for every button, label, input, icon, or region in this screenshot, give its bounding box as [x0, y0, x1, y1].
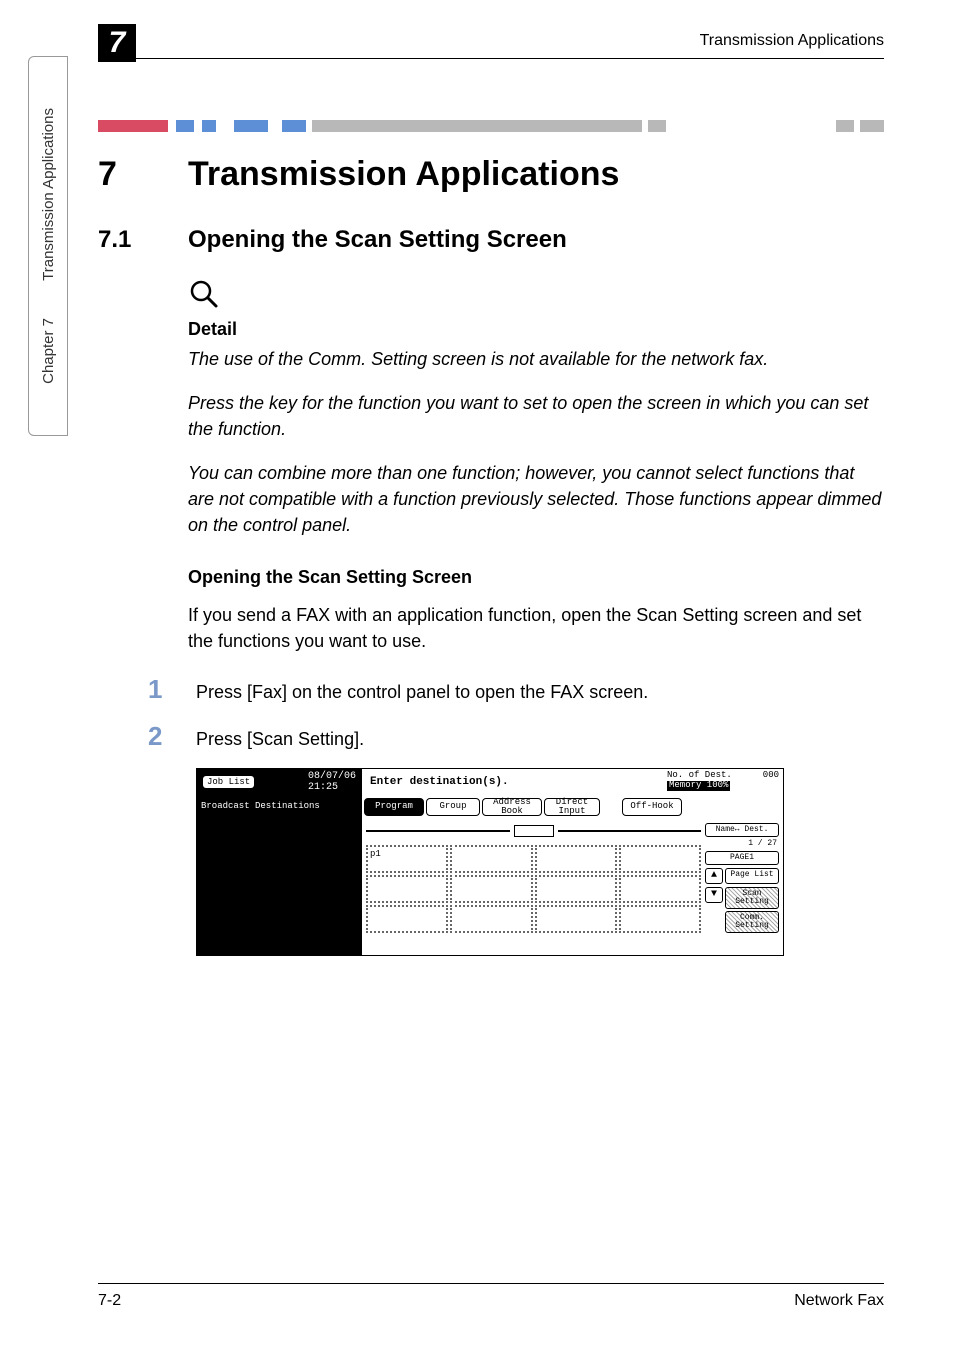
detail-label: Detail — [188, 319, 884, 340]
detail-para-1: The use of the Comm. Setting screen is n… — [188, 346, 884, 372]
footer-page-number: 7-2 — [98, 1292, 121, 1310]
lcd-broadcast-label: Broadcast Destinations — [197, 795, 362, 819]
lcd-tabs: Program Group Address Book Direct Input … — [362, 796, 783, 818]
header-rule — [98, 58, 884, 59]
lcd-search-row — [366, 823, 701, 839]
lcd-screenshot: Job List 08/07/06 21:25 Enter destinatio… — [196, 768, 884, 956]
lcd-cell[interactable] — [450, 905, 532, 933]
chapter-badge: 7 — [98, 24, 136, 62]
heading-3: Opening the Scan Setting Screen — [188, 567, 884, 588]
h2-number: 7.1 — [98, 226, 188, 254]
page-list-button[interactable]: Page List — [725, 868, 779, 884]
side-tab: Transmission Applications Chapter 7 — [28, 56, 68, 436]
footer: 7-2 Network Fax — [98, 1284, 884, 1310]
lcd-date: 08/07/06 — [308, 771, 356, 782]
lcd-cell[interactable] — [535, 905, 617, 933]
lcd-dest-count: 000 — [763, 771, 779, 781]
running-header: Transmission Applications — [700, 32, 884, 50]
lcd-search-box[interactable] — [514, 825, 554, 837]
arrow-up-icon[interactable]: ▲ — [705, 868, 723, 884]
tab-direct-input[interactable]: Direct Input — [544, 798, 600, 816]
lcd-cell[interactable] — [535, 845, 617, 873]
lcd-memory: Memory 100% — [667, 781, 730, 791]
decorative-bar — [98, 120, 884, 132]
lcd-cell[interactable] — [535, 875, 617, 903]
tab-program[interactable]: Program — [364, 798, 424, 816]
lcd-cell[interactable] — [619, 875, 701, 903]
lcd-status: No. of Dest. 000 Memory 100% — [663, 769, 783, 795]
lcd-time: 21:25 — [308, 782, 356, 793]
step-2: 2 Press [Scan Setting]. — [148, 721, 884, 752]
body-paragraph: If you send a FAX with an application fu… — [188, 602, 884, 654]
h1-number: 7 — [98, 155, 188, 194]
lcd-row-2: Broadcast Destinations Program Group Add… — [197, 795, 783, 819]
lcd-enter-dest: Enter destination(s). — [362, 769, 663, 795]
content-area: 7 Transmission Applications 7.1 Opening … — [98, 155, 884, 956]
arrow-down-row: ▼ Scan Setting Comm. Setting — [705, 887, 779, 933]
page-indicator: 1 / 27 — [705, 840, 779, 848]
side-tab-title: Transmission Applications — [40, 108, 57, 281]
lcd-left-panel — [197, 819, 362, 955]
lcd-cell[interactable] — [619, 905, 701, 933]
arrow-down-icon[interactable]: ▼ — [705, 887, 723, 903]
lcd-cell-p1[interactable]: p1 — [366, 845, 448, 873]
detail-para-3: You can combine more than one function; … — [188, 460, 884, 538]
step-2-number: 2 — [148, 721, 196, 752]
step-2-text: Press [Scan Setting]. — [196, 729, 364, 750]
heading-2: 7.1 Opening the Scan Setting Screen — [98, 226, 884, 254]
tab-address-book[interactable]: Address Book — [482, 798, 542, 816]
side-tab-chapter: Chapter 7 — [40, 318, 57, 384]
step-1-number: 1 — [148, 674, 196, 705]
lcd-search-bar-left — [366, 830, 510, 832]
lcd-grid-row-2 — [366, 875, 701, 903]
h1-text: Transmission Applications — [188, 155, 619, 194]
lcd-cell[interactable] — [366, 905, 448, 933]
footer-doc-title: Network Fax — [794, 1292, 884, 1310]
detail-para-2: Press the key for the function you want … — [188, 390, 884, 442]
lcd-search-bar-right — [558, 830, 702, 832]
tab-off-hook[interactable]: Off-Hook — [622, 798, 682, 816]
lcd-cell[interactable] — [450, 845, 532, 873]
step-1-text: Press [Fax] on the control panel to open… — [196, 682, 648, 703]
arrow-up-row: ▲ Page List — [705, 868, 779, 884]
comm-setting-button[interactable]: Comm. Setting — [725, 911, 779, 933]
detail-block: Detail The use of the Comm. Setting scre… — [188, 278, 884, 539]
job-list-button[interactable]: Job List — [203, 776, 254, 788]
step-1: 1 Press [Fax] on the control panel to op… — [148, 674, 884, 705]
lcd-cell[interactable] — [366, 875, 448, 903]
lcd-grid-row-3 — [366, 905, 701, 933]
tab-group[interactable]: Group — [426, 798, 480, 816]
lcd-grid-row-1: p1 — [366, 845, 701, 873]
lcd-datetime: 08/07/06 21:25 — [308, 771, 356, 793]
lcd-main: p1 — [197, 819, 783, 955]
lcd-center: p1 — [362, 819, 705, 955]
page1-button[interactable]: PAGE1 — [705, 851, 779, 865]
h2-text: Opening the Scan Setting Screen — [188, 226, 567, 254]
lcd-joblist-area: Job List 08/07/06 21:25 — [197, 769, 362, 795]
name-dest-button[interactable]: Name↔ Dest. — [705, 823, 779, 837]
magnifier-icon — [188, 278, 220, 310]
lcd-right-column: Name↔ Dest. 1 / 27 PAGE1 ▲ Page List ▼ S… — [705, 819, 783, 955]
tab-spacer — [602, 798, 620, 816]
lcd-cell[interactable] — [619, 845, 701, 873]
scan-setting-button[interactable]: Scan Setting — [725, 887, 779, 909]
heading-1: 7 Transmission Applications — [98, 155, 884, 194]
lcd-top-row: Job List 08/07/06 21:25 Enter destinatio… — [197, 769, 783, 795]
lcd-panel: Job List 08/07/06 21:25 Enter destinatio… — [196, 768, 784, 956]
lcd-cell[interactable] — [450, 875, 532, 903]
